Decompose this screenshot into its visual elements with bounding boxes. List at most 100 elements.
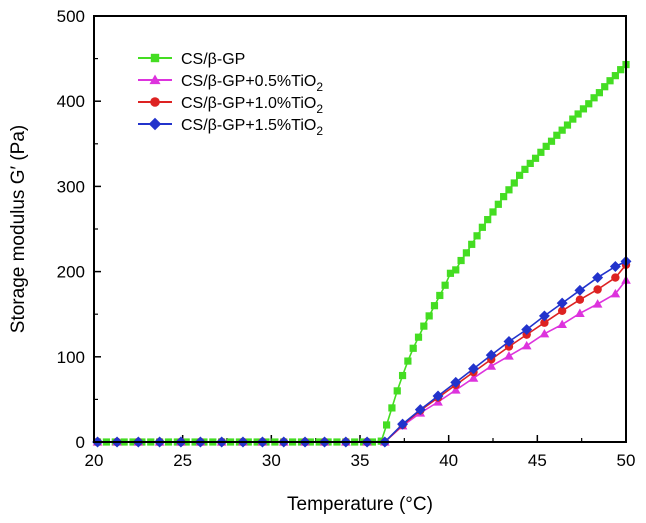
legend-item: CS/β-GP+1.5%TiO2 <box>138 117 323 138</box>
series-line <box>97 64 627 443</box>
data-point <box>505 186 513 194</box>
data-point <box>468 373 479 382</box>
legend-item: CS/β-GP+0.5%TiO2 <box>138 73 323 94</box>
data-point <box>526 159 534 167</box>
data-point <box>575 308 585 317</box>
data-point <box>579 105 588 113</box>
data-point <box>557 319 567 329</box>
data-point <box>611 273 620 282</box>
series-line <box>97 264 627 443</box>
data-point <box>494 200 502 208</box>
y-tick-label: 100 <box>57 348 85 367</box>
series-1 <box>92 275 631 446</box>
legend-label-subscript: 2 <box>316 80 323 94</box>
data-point <box>510 179 518 187</box>
data-point <box>611 72 619 80</box>
legend-label: CS/β-GP+1.0%TiO2 <box>181 95 323 116</box>
legend-marker <box>148 117 162 131</box>
data-point <box>457 256 465 265</box>
data-point <box>504 351 514 360</box>
data-point <box>521 324 533 335</box>
legend: CS/β-GPCS/β-GP+0.5%TiO2CS/β-GP+1.0%TiO2C… <box>138 51 323 138</box>
data-point <box>601 83 609 91</box>
data-point <box>388 404 396 412</box>
data-point <box>468 240 476 248</box>
legend-marker <box>150 53 160 63</box>
legend-label: CS/β-GP <box>181 51 245 68</box>
data-point <box>531 154 540 162</box>
x-tick-label: 40 <box>439 451 458 470</box>
x-tick-label: 30 <box>262 451 281 470</box>
data-point <box>574 284 586 296</box>
data-point <box>575 295 585 304</box>
data-point <box>503 336 515 347</box>
data-point <box>446 269 455 277</box>
data-point <box>414 333 423 341</box>
data-point <box>538 310 550 322</box>
y-tick-label: 300 <box>57 177 85 196</box>
legend-label: CS/β-GP+0.5%TiO2 <box>181 73 323 94</box>
data-point <box>521 165 529 173</box>
series-layer <box>92 60 632 448</box>
data-point <box>563 121 572 129</box>
data-point <box>484 216 492 224</box>
series-line <box>97 260 627 443</box>
data-point <box>585 100 593 108</box>
data-point <box>592 272 604 284</box>
data-point <box>569 115 577 123</box>
y-tick-label: 200 <box>57 263 85 282</box>
legend-label-main: CS/β-GP+1.0%TiO <box>181 95 316 112</box>
y-axis-title: Storage modulus G′ (Pa) <box>8 125 29 333</box>
data-point <box>425 312 433 320</box>
data-point <box>468 363 479 375</box>
data-point <box>489 208 497 216</box>
x-tick-label: 25 <box>173 451 192 470</box>
data-point <box>540 318 549 327</box>
data-point <box>574 110 582 118</box>
data-point <box>420 322 428 330</box>
data-point <box>404 357 412 365</box>
data-point <box>409 344 417 352</box>
data-point <box>557 306 567 315</box>
series-2 <box>93 260 631 447</box>
data-point <box>610 288 621 298</box>
series-0 <box>93 60 630 446</box>
data-point <box>539 328 550 338</box>
data-point <box>452 266 460 274</box>
data-point <box>558 126 566 134</box>
legend-label: CS/β-GP+1.5%TiO2 <box>181 117 323 138</box>
data-point <box>432 390 444 402</box>
legend-label-main: CS/β-GP+1.5%TiO <box>181 117 316 134</box>
data-point <box>473 232 481 240</box>
data-point <box>450 385 461 394</box>
data-point <box>593 285 602 294</box>
x-tick-label: 45 <box>528 451 547 470</box>
y-tick-label: 500 <box>57 7 85 26</box>
data-point <box>609 261 621 272</box>
legend-label-main: CS/β-GP+0.5%TiO <box>181 73 316 90</box>
plot-frame <box>93 15 627 443</box>
legend-label-subscript: 2 <box>316 124 323 138</box>
legend-marker <box>149 74 161 85</box>
data-point <box>450 376 462 388</box>
data-point <box>606 77 614 85</box>
data-point <box>617 66 625 74</box>
x-tick-label: 20 <box>85 451 104 470</box>
data-point <box>595 89 603 97</box>
data-point <box>383 421 391 429</box>
y-tick-label: 400 <box>57 92 85 111</box>
data-point <box>500 193 508 201</box>
data-point <box>521 340 532 350</box>
x-tick-label: 35 <box>351 451 370 470</box>
data-point <box>547 137 556 145</box>
data-point <box>537 148 545 156</box>
y-tick-label: 0 <box>76 433 85 452</box>
data-point <box>397 418 409 430</box>
tick-marks <box>93 15 627 443</box>
data-point <box>556 297 568 309</box>
data-point <box>516 171 524 179</box>
data-point <box>592 299 603 308</box>
data-point <box>430 302 439 310</box>
